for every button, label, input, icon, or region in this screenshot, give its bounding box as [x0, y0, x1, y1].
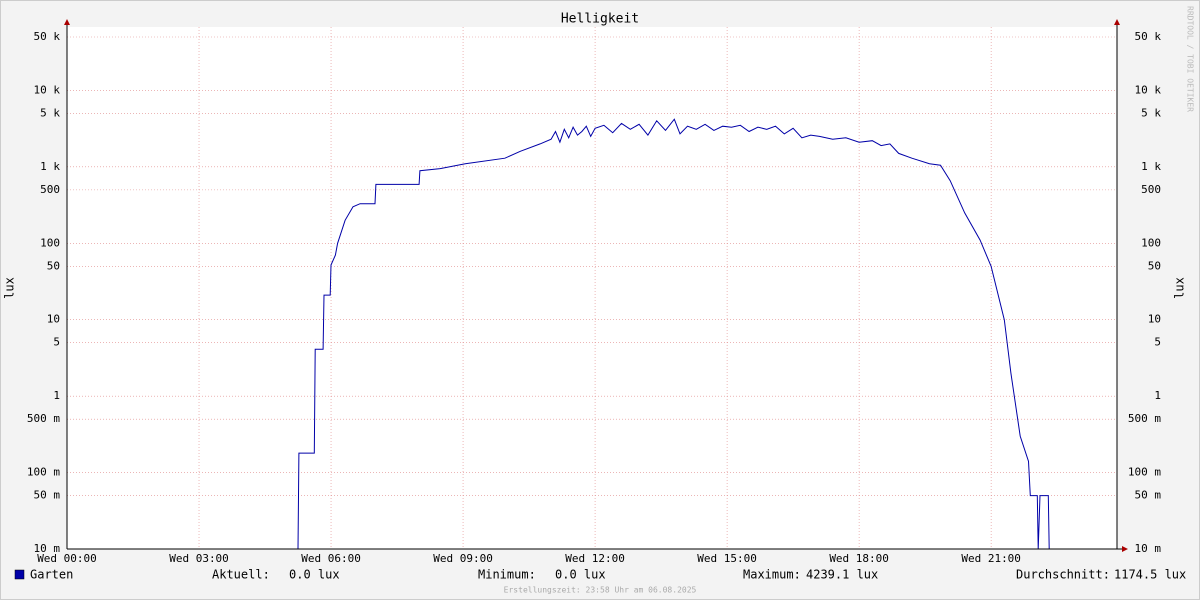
stat-label: Minimum:: [478, 568, 536, 582]
x-tick-label: Wed 06:00: [301, 552, 361, 565]
x-tick-label: Wed 03:00: [169, 552, 229, 565]
y-tick-label: 10 k: [1135, 83, 1162, 96]
y-tick-label: 500 m: [27, 412, 60, 425]
y-tick-label: 100 m: [27, 466, 60, 479]
x-tick-label: Wed 09:00: [433, 552, 493, 565]
y-tick-label: 500 m: [1128, 412, 1161, 425]
y-tick-label: 50 m: [1135, 489, 1162, 502]
y-tick-label: 10 k: [34, 83, 61, 96]
watermark: RRDTOOL / TOBI OETIKER: [1186, 6, 1195, 112]
y-axis-label: lux: [3, 277, 17, 299]
x-tick-label: Wed 18:00: [829, 552, 889, 565]
legend-label: Garten: [30, 568, 73, 582]
y-tick-label: 10 m: [1135, 542, 1162, 555]
y-tick-label: 5 k: [40, 106, 60, 119]
plot-area: [67, 27, 1117, 549]
chart-title: Helligkeit: [561, 12, 639, 27]
y-tick-label: 100: [40, 236, 60, 249]
data-line: [67, 118, 1117, 550]
y-tick-label: 1 k: [40, 160, 60, 173]
y-tick-label: 1: [1154, 389, 1161, 402]
y-tick-label: 5 k: [1141, 106, 1161, 119]
y-tick-label: 1: [53, 389, 60, 402]
y-tick-label: 500: [40, 183, 60, 196]
y-tick-label: 10: [1148, 313, 1161, 326]
y-tick-label: 50 k: [1135, 30, 1162, 43]
y-tick-label: 100 m: [1128, 466, 1161, 479]
x-tick-label: Wed 12:00: [565, 552, 625, 565]
stat-value: 0.0 lux: [555, 568, 606, 582]
legend-swatch: [14, 569, 25, 580]
y-tick-label: 50: [1148, 259, 1161, 272]
x-tick-label: Wed 00:00: [37, 552, 97, 565]
y-tick-label: 50: [47, 259, 60, 272]
stat-label: Durchschnitt:: [1016, 568, 1110, 582]
x-tick-label: Wed 15:00: [697, 552, 757, 565]
stat-label: Maximum:: [743, 568, 801, 582]
y-tick-label: 10: [47, 313, 60, 326]
y-tick-label: 100: [1141, 236, 1161, 249]
y-tick-label: 50 k: [34, 30, 61, 43]
y-tick-label: 10 m: [34, 542, 61, 555]
y-tick-label: 5: [53, 336, 60, 349]
x-tick-label: Wed 21:00: [961, 552, 1021, 565]
y-tick-label: 1 k: [1141, 160, 1161, 173]
stat-label: Aktuell:: [212, 568, 270, 582]
y-tick-label: 500: [1141, 183, 1161, 196]
y-axis-label: lux: [1173, 277, 1187, 299]
stat-value: 0.0 lux: [289, 568, 340, 582]
y-tick-label: 50 m: [34, 489, 61, 502]
footer: Erstellungszeit: 23:58 Uhr am 06.08.2025: [504, 586, 697, 595]
stat-value: 1174.5 lux: [1114, 568, 1186, 582]
stat-value: 4239.1 lux: [806, 568, 878, 582]
y-tick-label: 5: [1154, 336, 1161, 349]
